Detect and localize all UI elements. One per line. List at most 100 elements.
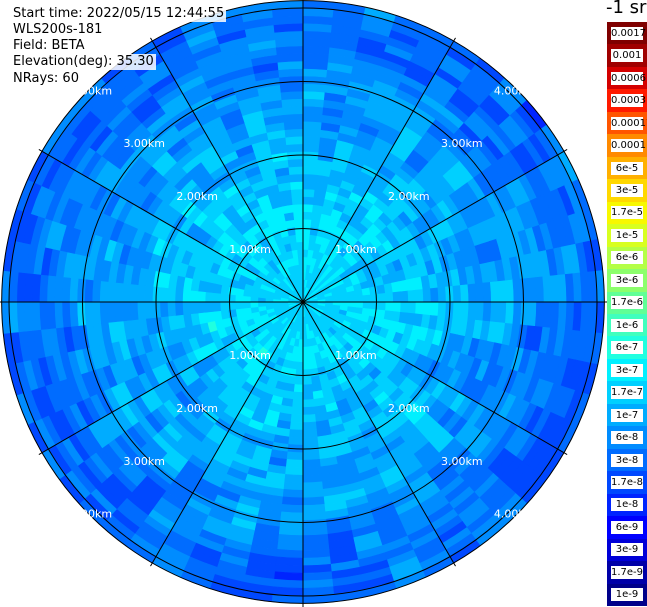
beta-cell (437, 301, 447, 318)
beta-cell (182, 289, 191, 303)
beta-cell (497, 280, 507, 303)
beta-cell (302, 196, 315, 205)
beta-cell (136, 284, 146, 303)
colorbar-tick-label: 6e-9 (611, 520, 643, 534)
beta-cell (283, 120, 304, 131)
beta-cell (99, 280, 109, 303)
ring-label: 1.00km (229, 243, 271, 256)
beta-cell (129, 301, 139, 321)
beta-cell (46, 301, 57, 330)
beta-cell (286, 451, 304, 461)
colorbar-tick-label: 1.7e-7 (611, 386, 644, 400)
beta-cell (302, 128, 322, 138)
beta-cell (279, 511, 304, 521)
colorbar-tick-label: 0.0017 (611, 26, 646, 40)
colorbar-tick-label: 3e-8 (611, 453, 643, 467)
beta-cell (302, 421, 317, 431)
beta-cell (204, 301, 214, 313)
beta-cell (84, 301, 94, 326)
beta-cell (121, 282, 132, 303)
beta-cell (302, 135, 321, 145)
beta-cell (302, 511, 327, 521)
beta-cell (290, 188, 304, 198)
beta-cell (197, 301, 206, 314)
beta-cell (392, 291, 402, 303)
beta-cell (275, 548, 304, 559)
beta-cell (302, 158, 319, 168)
ring-label: 4.00km (71, 84, 113, 97)
beta-cell (489, 281, 500, 303)
colorbar-tick-label: 6e-5 (611, 161, 643, 175)
colorbar-tick-label: 1e-6 (611, 318, 643, 332)
beta-cell (361, 287, 371, 297)
beta-cell (302, 414, 316, 423)
beta-cell (288, 234, 298, 244)
beta-cell (227, 293, 236, 303)
beta-cell (61, 301, 72, 328)
beta-cell (290, 414, 304, 423)
beta-cell (474, 301, 485, 322)
beta-cell (288, 429, 304, 438)
beta-cell (354, 289, 364, 297)
beta-cell (302, 53, 330, 63)
beta-cell (234, 301, 244, 310)
beta-cell (302, 503, 326, 514)
beta-cell (197, 290, 206, 303)
beta-cell (114, 281, 124, 303)
beta-cell (302, 166, 318, 175)
beta-cell (302, 391, 314, 401)
ring-label: 3.00km (441, 137, 483, 150)
beta-cell (302, 173, 317, 183)
colorbar-tick-label: 0.0003 (611, 94, 646, 108)
beta-cell (519, 301, 530, 326)
beta-cell (512, 301, 522, 326)
beta-cell (400, 301, 409, 314)
beta-cell (295, 361, 304, 371)
beta-cell (377, 301, 387, 311)
beta-cell (282, 481, 304, 491)
beta-cell (460, 284, 470, 303)
beta-cell (159, 301, 169, 318)
beta-cell (296, 241, 304, 250)
beta-cell (76, 278, 87, 303)
ring-label: 2.00km (388, 190, 430, 203)
beta-cell (280, 503, 304, 514)
beta-cell (289, 421, 304, 431)
beta-cell (76, 301, 87, 326)
beta-cell (227, 301, 236, 311)
beta-cell (294, 376, 304, 386)
beta-cell (302, 75, 327, 86)
beta-cell (297, 248, 304, 258)
beta-cell (302, 496, 325, 506)
beta-cell (167, 287, 176, 303)
beta-cell (291, 196, 304, 205)
beta-cell (549, 274, 560, 303)
beta-cell (368, 285, 379, 296)
beta-cell (281, 496, 304, 506)
beta-cell (61, 276, 72, 303)
beta-cell (293, 384, 304, 393)
beta-cell (219, 293, 229, 303)
beta-cell (302, 143, 320, 153)
beta-cell (189, 289, 199, 303)
beta-cell (212, 301, 221, 312)
beta-cell (302, 354, 310, 363)
beta-cell (407, 301, 417, 315)
ring-label: 3.00km (441, 455, 483, 468)
beta-cell (302, 331, 308, 340)
beta-cell (302, 68, 328, 78)
beta-cell (422, 288, 432, 303)
beta-cell (99, 301, 109, 324)
beta-cell (290, 241, 298, 251)
beta-cell (362, 301, 372, 310)
range-ring-labels: 1.00km 1.00km 1.00km 1.00km 2.00km 2.00km 2.00… (71, 84, 536, 520)
beta-cell (302, 473, 323, 484)
ring-label: 1.00km (229, 349, 271, 362)
beta-cell (302, 98, 325, 108)
beta-cell (276, 541, 304, 551)
beta-cell (293, 211, 304, 220)
beta-cell (174, 301, 184, 316)
beta-cell (278, 526, 304, 536)
beta-cell (302, 120, 323, 131)
